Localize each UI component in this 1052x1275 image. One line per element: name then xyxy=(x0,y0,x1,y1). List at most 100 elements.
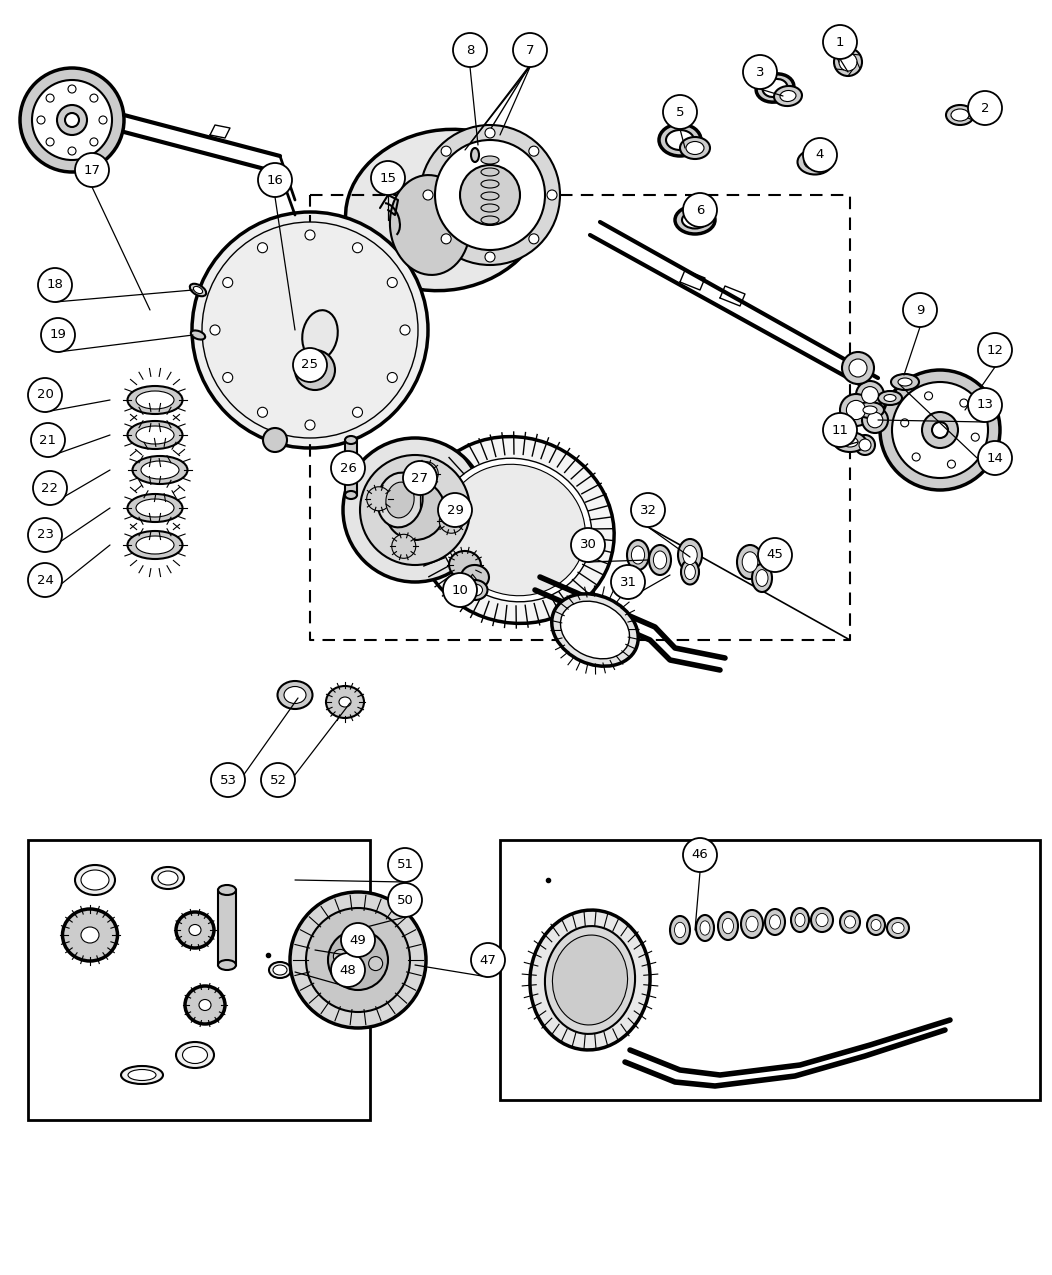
Ellipse shape xyxy=(670,915,690,944)
Circle shape xyxy=(38,268,72,302)
Ellipse shape xyxy=(345,491,357,499)
Ellipse shape xyxy=(190,330,205,339)
Ellipse shape xyxy=(867,915,885,935)
Ellipse shape xyxy=(804,154,826,170)
Circle shape xyxy=(855,435,875,455)
Circle shape xyxy=(859,439,871,451)
Ellipse shape xyxy=(756,570,768,586)
Circle shape xyxy=(440,509,463,533)
Circle shape xyxy=(28,518,62,552)
Ellipse shape xyxy=(127,493,182,521)
Circle shape xyxy=(32,80,112,159)
Circle shape xyxy=(305,230,315,240)
Text: 14: 14 xyxy=(987,451,1004,464)
Bar xyxy=(500,840,1040,1100)
Circle shape xyxy=(834,48,862,76)
Circle shape xyxy=(901,419,909,427)
Ellipse shape xyxy=(551,594,639,667)
Ellipse shape xyxy=(136,536,174,555)
Bar xyxy=(28,840,370,1119)
Ellipse shape xyxy=(189,284,206,296)
Ellipse shape xyxy=(81,870,109,890)
Ellipse shape xyxy=(274,965,287,975)
Ellipse shape xyxy=(946,105,974,125)
Circle shape xyxy=(368,956,383,970)
Text: 15: 15 xyxy=(380,172,397,185)
Ellipse shape xyxy=(121,1066,163,1084)
Ellipse shape xyxy=(856,402,884,418)
Circle shape xyxy=(331,952,365,987)
Circle shape xyxy=(803,138,837,172)
Ellipse shape xyxy=(675,207,715,235)
Circle shape xyxy=(328,929,388,989)
Ellipse shape xyxy=(461,565,489,589)
Ellipse shape xyxy=(467,584,483,595)
Circle shape xyxy=(420,125,560,265)
Ellipse shape xyxy=(756,74,794,102)
Ellipse shape xyxy=(185,986,225,1024)
Ellipse shape xyxy=(696,915,714,941)
Ellipse shape xyxy=(298,360,332,381)
Ellipse shape xyxy=(127,386,182,414)
Text: 25: 25 xyxy=(302,358,319,371)
Circle shape xyxy=(471,944,505,977)
Ellipse shape xyxy=(791,908,809,932)
Ellipse shape xyxy=(449,551,481,579)
Ellipse shape xyxy=(674,922,686,937)
Circle shape xyxy=(290,892,426,1028)
Text: 12: 12 xyxy=(987,343,1004,357)
Circle shape xyxy=(571,528,605,562)
Circle shape xyxy=(305,419,315,430)
Ellipse shape xyxy=(683,546,697,565)
Circle shape xyxy=(258,242,267,252)
Circle shape xyxy=(89,138,98,145)
Circle shape xyxy=(683,838,717,872)
Ellipse shape xyxy=(194,287,203,293)
Ellipse shape xyxy=(631,546,645,564)
Ellipse shape xyxy=(659,124,701,156)
Circle shape xyxy=(352,242,363,252)
Text: 31: 31 xyxy=(620,575,636,589)
Circle shape xyxy=(414,462,439,486)
Circle shape xyxy=(978,441,1012,476)
Circle shape xyxy=(547,190,557,200)
Ellipse shape xyxy=(481,168,499,176)
Circle shape xyxy=(46,138,54,145)
Circle shape xyxy=(388,848,422,882)
Ellipse shape xyxy=(763,79,787,97)
Circle shape xyxy=(65,113,79,128)
Ellipse shape xyxy=(481,180,499,187)
Ellipse shape xyxy=(561,602,629,659)
Ellipse shape xyxy=(530,910,650,1049)
Ellipse shape xyxy=(481,204,499,212)
Circle shape xyxy=(856,381,884,409)
Circle shape xyxy=(99,116,107,124)
Circle shape xyxy=(529,233,539,244)
Circle shape xyxy=(371,161,405,195)
Text: 9: 9 xyxy=(916,303,925,316)
Ellipse shape xyxy=(737,544,763,579)
Circle shape xyxy=(295,351,335,390)
Circle shape xyxy=(823,413,857,448)
Ellipse shape xyxy=(75,864,115,895)
Text: 21: 21 xyxy=(40,434,57,446)
Circle shape xyxy=(948,460,955,468)
Ellipse shape xyxy=(863,405,877,414)
Text: 23: 23 xyxy=(37,529,54,542)
Ellipse shape xyxy=(136,499,174,516)
Circle shape xyxy=(881,370,1000,490)
Text: 13: 13 xyxy=(976,399,993,412)
Circle shape xyxy=(263,428,287,453)
Ellipse shape xyxy=(878,391,902,405)
Ellipse shape xyxy=(951,108,969,121)
Ellipse shape xyxy=(765,909,785,935)
Circle shape xyxy=(892,382,988,478)
Text: 3: 3 xyxy=(755,65,764,79)
Text: 10: 10 xyxy=(451,584,468,597)
Circle shape xyxy=(305,360,325,380)
Text: 7: 7 xyxy=(526,43,534,56)
Ellipse shape xyxy=(345,129,545,291)
Circle shape xyxy=(862,407,888,434)
Ellipse shape xyxy=(302,310,338,360)
Ellipse shape xyxy=(719,912,739,940)
